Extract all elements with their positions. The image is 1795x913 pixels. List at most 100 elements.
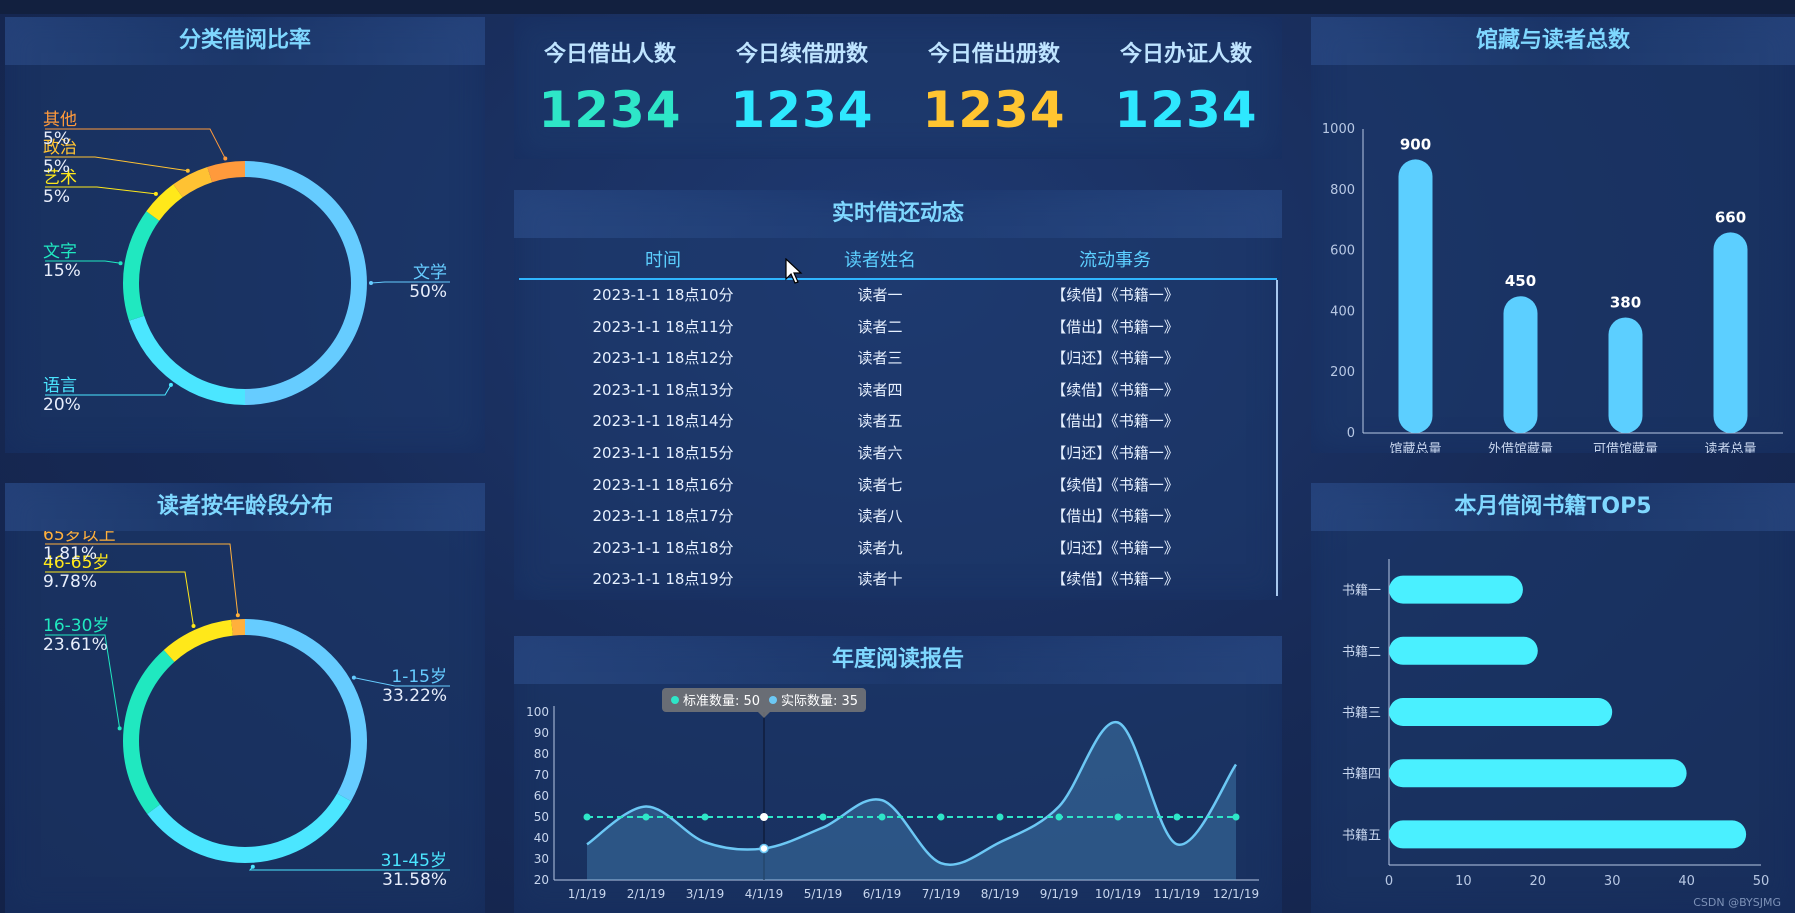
annual-panel: 年度阅读报告 20 30 40 50 60 70 80 90 100 1/1/19 2/1/19 3/…	[514, 636, 1282, 913]
x-tick-label: 6/1/19	[863, 887, 902, 901]
leader-line	[45, 384, 172, 396]
y-tick-label: 100	[526, 705, 549, 719]
pie-slice	[245, 161, 367, 405]
row-event: 【续借】《书籍一》	[1051, 286, 1179, 304]
slice-name-label: 1-15岁	[391, 667, 447, 687]
annual-line-chart: 20 30 40 50 60 70 80 90 100 1/1/19 2/1/19 3/1/19 4/1…	[526, 688, 1259, 901]
collection-panel: 馆藏与读者总数 0 200 400 600 800 1000 900 馆藏总量 450 外借馆藏量…	[1311, 17, 1795, 453]
kpi-label: 今日借出册数	[927, 42, 1060, 67]
slice-name-label: 65岁以上	[43, 531, 116, 545]
table-row[interactable]: 2023-1-1 18点14分 读者五 【借出】《书籍一》	[519, 406, 1277, 437]
realtime-panel-title: 实时借还动态	[514, 190, 1282, 238]
kpi-value: 1234	[730, 81, 874, 139]
slice-value-label: 15%	[43, 261, 81, 281]
slice-value-label: 31.58%	[382, 870, 447, 890]
slice-value-label: 33.22%	[382, 686, 447, 706]
kpi-value: 1234	[538, 81, 682, 139]
pie-slice	[163, 619, 233, 662]
y-tick-label: 30	[534, 852, 549, 866]
row-event: 【借出】《书籍一》	[1051, 317, 1179, 336]
row-reader: 读者五	[857, 412, 903, 431]
standard-point	[1114, 813, 1122, 821]
x-tick-label: 3/1/19	[686, 887, 725, 901]
row-time: 2023-1-1 18点16分	[592, 475, 734, 494]
bar-value-label: 900	[1400, 135, 1431, 153]
table-row[interactable]: 2023-1-1 18点13分 读者四 【续借】《书籍一》	[519, 375, 1277, 406]
y-tick-label: 70	[534, 768, 549, 782]
row-time: 2023-1-1 18点15分	[592, 444, 734, 462]
table-scrollbar[interactable]	[1276, 280, 1278, 596]
slice-name-label: 16-30岁	[43, 616, 109, 636]
x-tick-label: 30	[1604, 874, 1621, 889]
table-row[interactable]: 2023-1-1 18点12分 读者三 【归还】《书籍一》	[519, 343, 1277, 374]
row-time: 2023-1-1 18点12分	[592, 349, 734, 368]
row-reader: 读者六	[857, 444, 903, 462]
collection-bar-chart: 0 200 400 600 800 1000 900 馆藏总量 450 外借馆藏量 380 可借馆藏量…	[1322, 122, 1783, 453]
tooltip-label: 实际数量: 35	[781, 694, 858, 709]
table-row[interactable]: 2023-1-1 18点10分 读者一 【续借】《书籍一》	[519, 280, 1277, 311]
standard-point	[996, 813, 1004, 821]
row-time: 2023-1-1 18点10分	[592, 286, 734, 304]
leader-dot	[117, 726, 122, 731]
bar	[1389, 759, 1687, 788]
table-row[interactable]: 2023-1-1 18点16分 读者七 【续借】《书籍一》	[519, 470, 1277, 501]
standard-point	[583, 813, 591, 821]
tooltip-box	[662, 688, 866, 712]
leader-line	[45, 128, 226, 159]
slice-name-label: 31-45岁	[381, 851, 447, 871]
y-tick-label: 书籍四	[1342, 766, 1381, 782]
pie-slice	[147, 793, 352, 863]
actual-line	[586, 721, 1238, 866]
slice-name-label: 政治	[43, 138, 77, 158]
row-reader: 读者三	[857, 349, 903, 368]
column-header-time[interactable]: 时间	[645, 250, 681, 271]
row-time: 2023-1-1 18点14分	[592, 412, 734, 431]
annual-panel-title: 年度阅读报告	[514, 636, 1282, 684]
row-reader: 读者七	[857, 475, 903, 494]
tooltip: 标准数量: 50 实际数量: 35	[662, 688, 866, 718]
row-reader: 读者一	[857, 286, 903, 304]
kpi-label: 今日办证人数	[1119, 42, 1252, 67]
y-tick-label: 400	[1330, 304, 1355, 319]
row-event: 【续借】《书籍一》	[1051, 380, 1179, 399]
x-tick-label: 10/1/19	[1095, 887, 1141, 901]
table-row[interactable]: 2023-1-1 18点15分 读者六 【归还】《书籍一》	[519, 438, 1277, 469]
kpi-label: 今日借出人数	[543, 42, 676, 67]
column-header-reader[interactable]: 读者姓名	[844, 250, 916, 271]
bar	[1608, 317, 1643, 433]
standard-point	[1173, 813, 1181, 821]
leader-line	[45, 156, 188, 172]
actual-point	[759, 843, 769, 854]
slice-value-label: 5%	[43, 157, 70, 177]
row-event: 【归还】《书籍一》	[1051, 444, 1179, 462]
slice-name-label: 其他	[43, 110, 77, 130]
age-panel: 读者按年龄段分布 1-15岁 33.22% 31-45岁 31.58% 16-30岁 23…	[5, 483, 485, 913]
standard-point	[878, 813, 886, 821]
bar	[1389, 698, 1613, 726]
row-reader: 读者十	[857, 570, 903, 589]
y-tick-label: 90	[534, 726, 549, 740]
bar	[1398, 159, 1433, 433]
table-row[interactable]: 2023-1-1 18点19分 读者十 【续借】《书籍一》	[519, 564, 1277, 595]
bar	[1503, 296, 1538, 433]
column-header-event[interactable]: 流动事务	[1079, 250, 1151, 271]
watermark: CSDN @BYSJMG	[1693, 896, 1781, 909]
slice-name-label: 语言	[43, 376, 77, 396]
bar-value-label: 450	[1505, 272, 1536, 290]
x-tick-label: 2/1/19	[627, 887, 666, 901]
standard-point	[760, 813, 768, 821]
y-tick-label: 50	[534, 810, 549, 824]
kpi-renewals: 今日续借册数 1234	[706, 35, 898, 145]
x-tick-label: 读者总量	[1704, 442, 1756, 453]
x-tick-label: 40	[1678, 874, 1695, 889]
kpi-value: 1234	[922, 81, 1066, 139]
table-row[interactable]: 2023-1-1 18点17分 读者八 【借出】《书籍一》	[519, 501, 1277, 532]
x-tick-label: 5/1/19	[804, 887, 843, 901]
x-tick-label: 10	[1455, 874, 1472, 889]
realtime-panel: 实时借还动态	[514, 190, 1282, 600]
table-row[interactable]: 2023-1-1 18点11分 读者二 【借出】《书籍一》	[519, 312, 1277, 343]
x-tick-label: 7/1/19	[922, 887, 961, 901]
bar	[1389, 820, 1747, 849]
table-row[interactable]: 2023-1-1 18点18分 读者九 【归还】《书籍一》	[519, 533, 1277, 564]
